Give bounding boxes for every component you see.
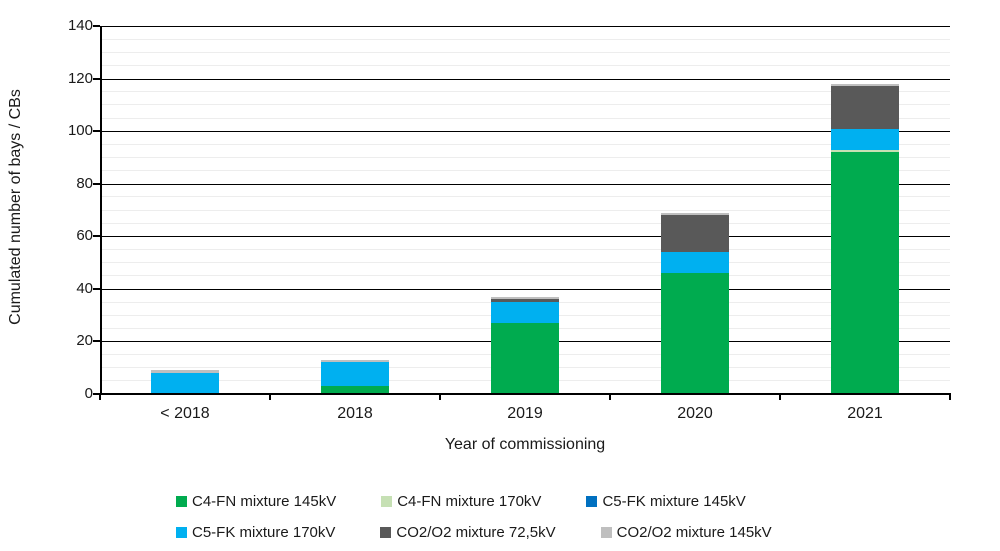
y-tick-label: 100 [67,122,93,140]
legend-label: C5-FK mixture 170kV [192,524,336,541]
bar-segment-2021-series1 [831,149,899,153]
bar-segment-2018-series3 [321,362,389,387]
major-gridline [100,131,950,133]
legend-item: C5-FK mixture 145kV [586,493,746,510]
x-axis-line [99,393,951,395]
bar-segment-2019-series3 [491,302,559,324]
minor-gridline [100,143,950,145]
minor-gridline [100,104,950,106]
legend-item: C4-FN mixture 145kV [176,493,336,510]
x-category-label: 2018 [337,405,373,422]
bar-segment-2018-series5 [151,370,219,373]
minor-gridline [100,38,950,40]
y-axis-tick [93,393,100,395]
y-tick-label: 40 [76,279,93,297]
x-category-label: < 2018 [160,405,210,422]
y-axis-tick [93,235,100,238]
y-axis-tick [93,287,100,290]
x-axis-title: Year of commissioning [444,436,606,453]
minor-gridline [100,196,950,198]
legend-swatch-icon [381,496,393,507]
y-axis-tick [93,340,100,343]
bar-segment-2020-series4 [661,215,729,253]
y-tick-label: 20 [76,332,93,350]
legend-label: C4-FN mixture 170kV [397,493,542,510]
legend-swatch-icon [176,496,187,507]
x-axis-tick [779,395,781,400]
major-gridline [100,183,950,185]
bar-segment-2020-series0 [661,273,729,394]
legend-swatch-icon [586,496,598,507]
x-category-label: 2021 [847,405,883,422]
minor-gridline [100,156,950,158]
bar-segment-2021-series4 [831,86,899,129]
x-axis-tick [439,395,441,400]
minor-gridline [100,51,950,53]
x-category-label: 2019 [507,405,543,422]
bar-segment-2020-series5 [661,212,729,216]
legend-swatch-icon [380,527,392,538]
y-axis-tick [93,25,100,27]
minor-gridline [100,275,950,277]
y-axis-tick [93,130,100,133]
legend-label: CO2/O2 mixture 145kV [616,524,772,541]
x-axis-tick [269,395,271,400]
major-gridline [100,26,950,27]
minor-gridline [100,248,950,250]
y-axis-tick [93,77,100,80]
legend-label: C5-FK mixture 145kV [602,493,746,510]
plot-area [100,26,950,394]
minor-gridline [100,301,950,303]
bar-segment-2021-series0 [831,152,899,394]
y-tick-label: 80 [76,174,93,192]
x-axis-tick [99,395,101,400]
minor-gridline [100,117,950,119]
y-tick-label: 120 [67,69,93,87]
bar-segment-2021-series3 [831,128,899,150]
y-axis-tick [93,182,100,185]
x-axis-tick [609,395,611,400]
minor-gridline [100,209,950,211]
bar-segment-2019-series5 [491,296,559,300]
bar-segment-2018-series5 [321,359,389,363]
bar-segment-2021-series5 [831,83,899,87]
legend-row-1: C4-FN mixture 145kV C4-FN mixture 170kV C5… [176,493,746,510]
minor-gridline [100,222,950,224]
minor-gridline [100,170,950,172]
y-tick-label: 0 [84,385,93,402]
minor-gridline [100,64,950,66]
legend-label: CO2/O2 mixture 72,5kV [396,524,556,541]
legend-item: CO2/O2 mixture 72,5kV [380,524,556,541]
y-tick-label: 60 [76,227,93,245]
legend-label: C4-FN mixture 145kV [192,493,337,510]
x-category-label: 2020 [677,405,713,422]
minor-gridline [100,262,950,264]
major-gridline [100,236,950,238]
y-axis-title: Cumulated number of bays / CBs [7,89,24,325]
major-gridline [100,78,950,80]
bar-segment-2018-series3 [151,372,219,394]
bar-segment-2018-series0 [321,386,389,394]
legend-row-2: C5-FK mixture 170kV CO2/O2 mixture 72,5kV… [176,524,772,541]
minor-gridline [100,91,950,93]
bar-segment-2019-series4 [491,299,559,302]
legend-swatch-icon [176,527,187,538]
legend-item: CO2/O2 mixture 145kV [600,524,772,541]
bar-segment-2019-series0 [491,323,559,394]
y-axis-line [100,26,102,394]
legend-item: C4-FN mixture 170kV [381,493,541,510]
x-axis-tick [949,395,951,400]
legend-swatch-icon [600,527,612,538]
legend-item: C5-FK mixture 170kV [176,524,335,541]
bar-segment-2020-series3 [661,252,729,274]
y-tick-label: 140 [67,17,93,34]
major-gridline [100,288,950,290]
